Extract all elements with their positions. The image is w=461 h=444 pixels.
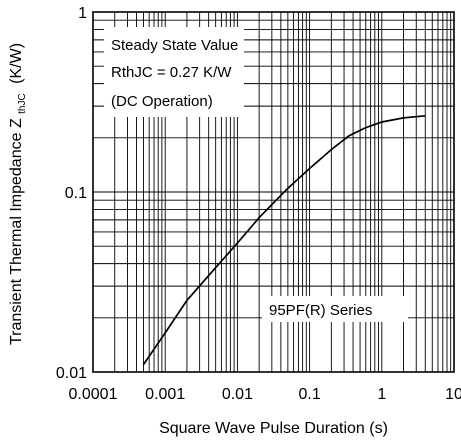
x-tick-label: 0.0001 bbox=[69, 386, 118, 403]
y-tick-label: 1 bbox=[78, 5, 87, 22]
y-axis-label-unit: (K/W) bbox=[8, 43, 25, 84]
y-tick-label: 0.01 bbox=[56, 365, 87, 382]
y-axis-label-main: Transient Thermal Impedance Z bbox=[8, 118, 25, 345]
x-tick-labels: 0.0001 0.001 0.01 0.1 1 10 bbox=[69, 386, 461, 403]
x-tick-label: 0.01 bbox=[222, 386, 253, 403]
series-label-annotation: 95PF(R) Series bbox=[262, 296, 408, 322]
x-tick-label: 10 bbox=[445, 386, 461, 403]
y-tick-labels: 0.01 0.1 1 bbox=[56, 5, 87, 382]
series-line bbox=[142, 114, 426, 365]
series-points bbox=[143, 116, 425, 365]
steady-state-line-1: Steady State Value bbox=[111, 37, 238, 54]
x-tick-label: 1 bbox=[377, 386, 386, 403]
x-tick-label: 0.001 bbox=[145, 386, 185, 403]
steady-state-line-3: (DC Operation) bbox=[111, 93, 213, 110]
plot-frame bbox=[92, 11, 455, 373]
steady-state-line-2: RthJC = 0.27 K/W bbox=[111, 64, 232, 81]
series-label: 95PF(R) Series bbox=[269, 302, 372, 319]
x-axis-label: Square Wave Pulse Duration (s) bbox=[159, 420, 388, 437]
steady-state-annotation: Steady State Value RthJC = 0.27 K/W (DC … bbox=[104, 27, 244, 117]
y-axis-label: Transient Thermal Impedance Z thJC (K/W) bbox=[8, 43, 29, 345]
y-axis-label-subscript: thJC bbox=[17, 93, 28, 114]
x-tick-label: 0.1 bbox=[298, 386, 320, 403]
y-tick-label: 0.1 bbox=[65, 185, 87, 202]
